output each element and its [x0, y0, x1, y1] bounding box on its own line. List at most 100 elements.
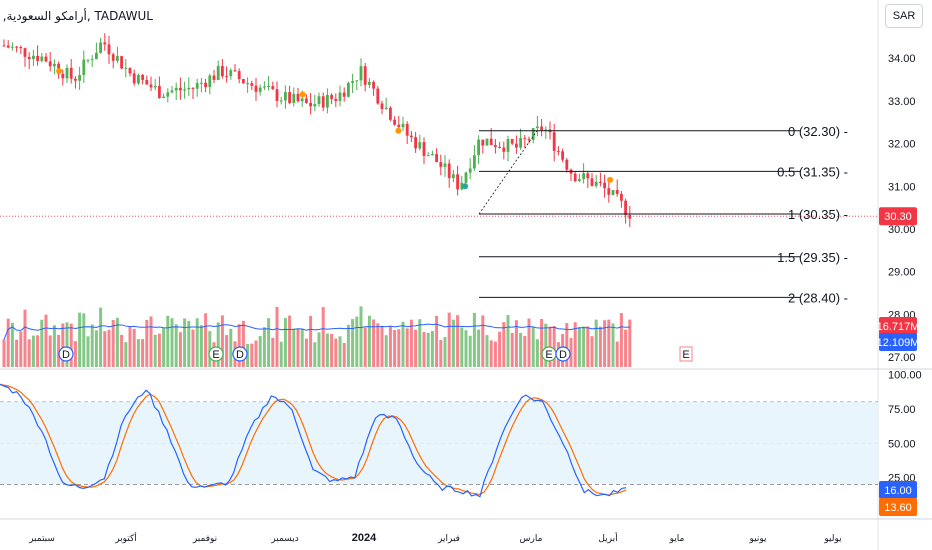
volume-bar — [279, 341, 283, 367]
candle-body — [309, 102, 312, 107]
volume-bar — [178, 332, 182, 367]
candle-body — [611, 190, 615, 195]
candle-body — [372, 81, 375, 89]
volume-bar — [464, 330, 468, 367]
stoch-k-tag: 16.00 — [884, 485, 912, 497]
volume-bar — [204, 313, 208, 367]
volume-bar — [296, 328, 300, 367]
volume-bar — [191, 329, 195, 367]
candle-body — [405, 123, 409, 136]
candle-body — [23, 48, 27, 57]
volume-bar — [493, 341, 497, 367]
candle-body — [6, 45, 10, 48]
axes: 34.0033.0032.0031.0030.0029.0028.0027.00… — [28, 53, 922, 544]
volume-bar — [304, 338, 308, 367]
volume-bar — [170, 318, 174, 367]
event-marker-label: D — [236, 349, 244, 361]
candle-body — [536, 126, 539, 129]
candle-body — [74, 78, 77, 81]
candle-body — [195, 83, 199, 89]
volume-bar — [498, 331, 502, 367]
candle-body — [384, 107, 388, 109]
volume-bar — [338, 336, 342, 367]
candle-body — [187, 87, 191, 90]
volume-bar — [90, 324, 94, 367]
volume-bar — [598, 326, 602, 367]
candle-body — [326, 94, 329, 108]
volume-bar — [334, 338, 338, 367]
candle-body — [162, 96, 165, 98]
candle-body — [11, 46, 14, 48]
volume-bar — [300, 328, 304, 367]
candle-body — [179, 87, 182, 91]
candle-body — [90, 59, 94, 61]
volume-bar — [128, 327, 132, 367]
candle-body — [229, 70, 233, 77]
candle-body — [317, 96, 321, 105]
volume-bar — [565, 323, 569, 367]
volume-bar — [225, 335, 229, 367]
volume-bar — [246, 343, 250, 367]
price-tick-label: 30.00 — [888, 224, 916, 236]
fib-level-label: 0.5 (31.35) - — [777, 164, 848, 179]
candle-body — [69, 67, 73, 79]
volume-ma-tag: 12.109M — [877, 337, 920, 349]
event-marker-label: E — [212, 349, 219, 361]
volume-bar — [603, 320, 607, 367]
currency-button[interactable]: SAR — [885, 4, 923, 28]
candle-body — [32, 55, 35, 60]
volume-bar — [44, 314, 48, 367]
volume-bar — [472, 312, 476, 367]
candle-body — [531, 128, 535, 140]
fib-trend-line — [478, 130, 538, 215]
candle-body — [95, 52, 98, 60]
fib-level-label: 2 (28.40) - — [788, 290, 848, 305]
price-tick-label: 32.00 — [888, 139, 916, 151]
candle-body — [221, 66, 224, 77]
candle-body — [271, 86, 275, 90]
candle-body — [263, 86, 266, 88]
stoch-k-tag-bg — [879, 481, 917, 499]
candle-body — [397, 124, 401, 128]
volume-bar — [271, 337, 275, 367]
stoch-tick-label: 100.00 — [888, 370, 922, 382]
candle-body — [313, 104, 317, 107]
volume-bar — [321, 307, 325, 367]
volume-bar — [82, 313, 86, 367]
event-marker-circle — [232, 346, 248, 362]
candle-body — [107, 44, 111, 55]
candle-body — [242, 79, 245, 84]
volume-bar — [435, 315, 439, 367]
volume-bar — [153, 334, 157, 367]
candle-body — [19, 47, 23, 49]
candle-body — [284, 92, 287, 101]
time-tick-label: أبريل — [598, 532, 617, 544]
candle-body — [183, 89, 186, 91]
fib-level-label: 1 (30.35) - — [788, 207, 848, 222]
candle-body — [573, 173, 577, 182]
candle-body — [279, 100, 283, 102]
candle-body — [439, 162, 443, 167]
volume-bar — [384, 335, 388, 367]
stoch-k-line — [0, 383, 627, 498]
candle-body — [578, 179, 581, 182]
candle-body — [296, 93, 300, 102]
signal-dot — [299, 91, 306, 98]
candle-body — [200, 82, 203, 84]
event-marker-box — [679, 346, 693, 362]
volume-tag-bg — [879, 317, 917, 335]
price-tick-label: 34.00 — [888, 53, 916, 65]
candle-body — [65, 67, 69, 79]
fib-lines: 0 (32.30) - 0.5 (31.35) - 1 (30.35) - 1.5 (… — [478, 124, 848, 305]
volume-bar — [40, 319, 44, 367]
candle-body — [347, 82, 350, 97]
volume-bar — [523, 335, 527, 367]
volume-bar — [405, 328, 409, 367]
volume-bar — [325, 333, 329, 367]
volume-bar — [78, 312, 82, 367]
signal-dots — [56, 68, 614, 190]
volume-bar — [23, 309, 27, 367]
time-tick-label: مايو — [669, 534, 685, 544]
volume-bar — [351, 319, 355, 367]
candle-body — [141, 74, 144, 80]
